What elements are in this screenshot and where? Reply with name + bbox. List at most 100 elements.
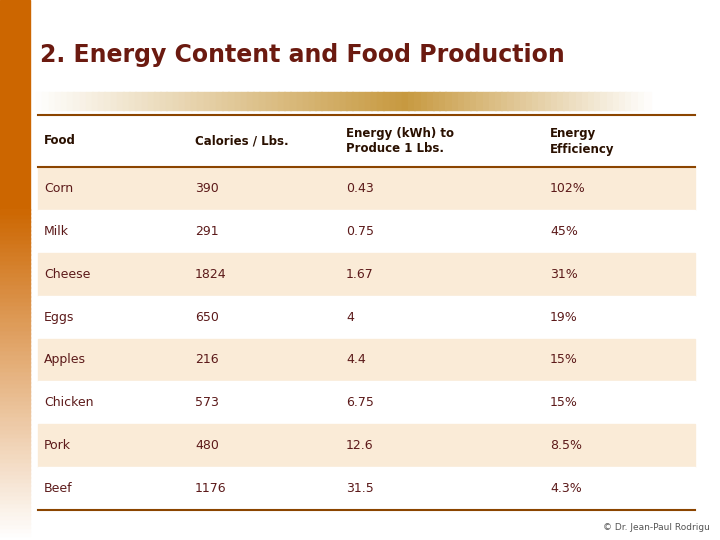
Text: 19%: 19% [550, 310, 577, 323]
Text: 4.4: 4.4 [346, 354, 366, 367]
Bar [38, 167, 695, 210]
Bar [0, 444, 30, 449]
Bar [104, 92, 111, 110]
Bar [0, 284, 30, 288]
Bar [0, 469, 30, 474]
Text: 1.67: 1.67 [346, 268, 374, 281]
Bar [38, 424, 695, 467]
Bar [544, 92, 552, 110]
Bar [433, 92, 440, 110]
Bar [0, 485, 30, 490]
Bar [0, 411, 30, 416]
Bar [0, 370, 30, 375]
Bar [0, 407, 30, 412]
Bar [0, 498, 30, 503]
Bar [0, 456, 30, 462]
Text: Chicken: Chicken [44, 396, 94, 409]
Bar [482, 92, 490, 110]
Bar [117, 92, 124, 110]
Bar [551, 92, 557, 110]
Bar [508, 92, 514, 110]
Bar [0, 213, 30, 218]
Bar [173, 92, 179, 110]
Bar [0, 349, 30, 354]
Bar [477, 92, 483, 110]
Bar [321, 92, 328, 110]
Bar [55, 92, 61, 110]
Text: 291: 291 [195, 225, 219, 238]
Bar [0, 453, 30, 457]
Text: 390: 390 [195, 182, 219, 195]
Bar [539, 92, 545, 110]
Bar [0, 387, 30, 392]
Bar [365, 92, 372, 110]
Bar [0, 287, 30, 293]
Bar [0, 279, 30, 284]
Bar [0, 329, 30, 334]
Bar [38, 381, 695, 424]
Bar [266, 92, 272, 110]
Bar [38, 115, 695, 167]
Bar [489, 92, 495, 110]
Bar [240, 92, 248, 110]
Bar [588, 92, 595, 110]
Text: 4.3%: 4.3% [550, 482, 582, 495]
Bar [563, 92, 570, 110]
Bar [0, 514, 30, 519]
Bar [0, 362, 30, 367]
Bar [334, 92, 341, 110]
Bar [0, 465, 30, 470]
Bar [0, 523, 30, 528]
Bar [0, 341, 30, 346]
Text: Beef: Beef [44, 482, 73, 495]
Bar [278, 92, 284, 110]
Bar [470, 92, 477, 110]
Bar [216, 92, 222, 110]
Bar [48, 92, 55, 110]
Bar [0, 395, 30, 400]
Bar [0, 494, 30, 499]
Bar [309, 92, 315, 110]
Text: 45%: 45% [550, 225, 578, 238]
Bar [0, 217, 30, 222]
Text: 480: 480 [195, 439, 219, 452]
Bar [0, 238, 30, 243]
Bar [197, 92, 204, 110]
Bar [0, 271, 30, 276]
Text: 8.5%: 8.5% [550, 439, 582, 452]
Bar [0, 234, 30, 239]
Bar [0, 428, 30, 433]
Bar [38, 253, 695, 295]
Bar [0, 518, 30, 523]
Text: 15%: 15% [550, 354, 578, 367]
Bar [0, 399, 30, 404]
Bar [185, 92, 192, 110]
Bar [247, 92, 253, 110]
Text: Pork: Pork [44, 439, 71, 452]
Bar [420, 92, 427, 110]
Bar [0, 259, 30, 264]
Bar [222, 92, 229, 110]
Text: 31.5: 31.5 [346, 482, 374, 495]
Bar [0, 423, 30, 429]
Bar [0, 221, 30, 226]
Bar [142, 92, 148, 110]
Bar [38, 295, 695, 339]
Bar [594, 92, 601, 110]
Text: 31%: 31% [550, 268, 577, 281]
Bar [38, 467, 695, 510]
Bar [0, 535, 30, 540]
Bar [0, 378, 30, 383]
Bar [135, 92, 142, 110]
Bar [606, 92, 613, 110]
Bar [0, 262, 30, 268]
Text: 102%: 102% [550, 182, 585, 195]
Bar [0, 275, 30, 280]
Bar [0, 461, 30, 465]
Bar [67, 92, 74, 110]
Bar [501, 92, 508, 110]
Text: 216: 216 [195, 354, 219, 367]
Bar [582, 92, 588, 110]
Bar [415, 92, 421, 110]
Bar [0, 440, 30, 445]
